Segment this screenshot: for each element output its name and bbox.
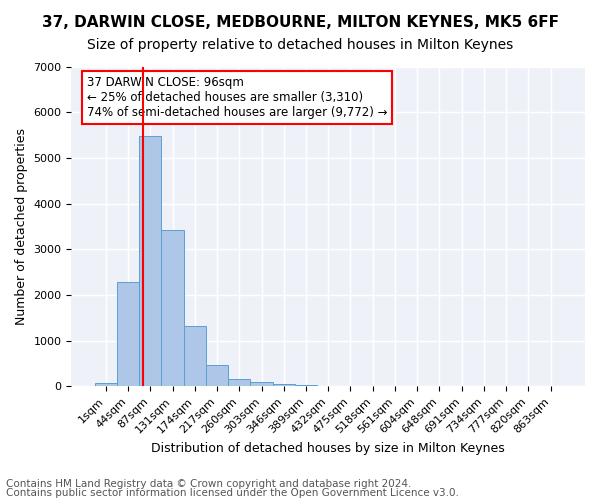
Bar (250, 382, 272, 386)
X-axis label: Distribution of detached houses by size in Milton Keynes: Distribution of detached houses by size … (151, 442, 505, 455)
Bar (117, 282, 139, 387)
Bar (184, 326, 206, 386)
Text: 37 DARWIN CLOSE: 96sqm
← 25% of detached houses are smaller (3,310)
74% of semi-: 37 DARWIN CLOSE: 96sqm ← 25% of detached… (87, 76, 388, 119)
Text: Size of property relative to detached houses in Milton Keynes: Size of property relative to detached ho… (87, 38, 513, 52)
Text: Contains public sector information licensed under the Open Government Licence v3: Contains public sector information licen… (6, 488, 459, 498)
Text: Contains HM Land Registry data © Crown copyright and database right 2024.: Contains HM Land Registry data © Crown c… (6, 479, 412, 489)
Bar (272, 384, 295, 386)
Text: 37, DARWIN CLOSE, MEDBOURNE, MILTON KEYNES, MK5 6FF: 37, DARWIN CLOSE, MEDBOURNE, MILTON KEYN… (41, 15, 559, 30)
Bar (295, 385, 317, 386)
Bar (95, 382, 117, 386)
Bar (161, 230, 184, 386)
Bar (228, 379, 250, 386)
Bar (206, 366, 228, 386)
Y-axis label: Number of detached properties: Number of detached properties (15, 128, 28, 325)
Bar (139, 136, 161, 386)
